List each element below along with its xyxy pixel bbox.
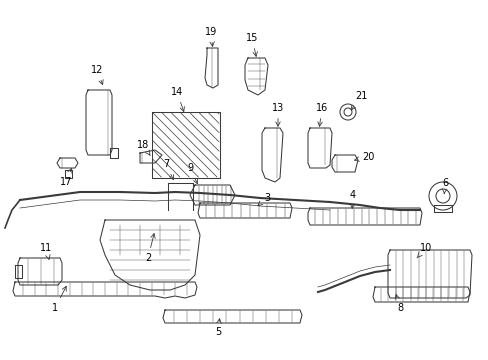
Text: 14: 14 bbox=[170, 87, 184, 112]
Polygon shape bbox=[307, 208, 421, 225]
Text: 5: 5 bbox=[214, 319, 221, 337]
Text: 20: 20 bbox=[354, 152, 373, 162]
Text: 4: 4 bbox=[349, 190, 355, 208]
Text: 12: 12 bbox=[91, 65, 103, 85]
Text: 2: 2 bbox=[144, 234, 155, 263]
Text: 1: 1 bbox=[52, 286, 66, 313]
Polygon shape bbox=[198, 203, 291, 218]
Polygon shape bbox=[100, 220, 200, 290]
Polygon shape bbox=[163, 310, 302, 323]
Text: 15: 15 bbox=[245, 33, 258, 57]
Circle shape bbox=[435, 189, 449, 203]
Polygon shape bbox=[152, 112, 220, 178]
Polygon shape bbox=[244, 58, 267, 95]
Text: 3: 3 bbox=[257, 193, 269, 206]
Polygon shape bbox=[372, 287, 469, 302]
Polygon shape bbox=[65, 170, 72, 178]
Polygon shape bbox=[307, 128, 331, 168]
Polygon shape bbox=[57, 158, 78, 168]
Circle shape bbox=[339, 104, 355, 120]
Text: 7: 7 bbox=[163, 159, 173, 180]
Polygon shape bbox=[13, 282, 197, 298]
Text: 9: 9 bbox=[186, 163, 197, 184]
Polygon shape bbox=[86, 90, 112, 155]
Polygon shape bbox=[433, 205, 451, 212]
Polygon shape bbox=[140, 150, 162, 163]
Polygon shape bbox=[331, 155, 357, 172]
Text: 21: 21 bbox=[350, 91, 366, 110]
Polygon shape bbox=[387, 250, 471, 298]
Polygon shape bbox=[262, 128, 283, 182]
Text: 17: 17 bbox=[60, 168, 72, 187]
Polygon shape bbox=[18, 258, 62, 285]
Circle shape bbox=[343, 108, 351, 116]
Text: 19: 19 bbox=[204, 27, 217, 46]
Polygon shape bbox=[204, 48, 218, 88]
Text: 18: 18 bbox=[137, 140, 150, 155]
Polygon shape bbox=[110, 148, 118, 158]
Text: 6: 6 bbox=[441, 178, 447, 194]
Text: 8: 8 bbox=[394, 294, 402, 313]
Polygon shape bbox=[190, 185, 235, 205]
Text: 11: 11 bbox=[40, 243, 52, 260]
Text: 10: 10 bbox=[416, 243, 431, 258]
Polygon shape bbox=[15, 265, 22, 278]
Text: 16: 16 bbox=[315, 103, 327, 126]
Circle shape bbox=[428, 182, 456, 210]
Text: 13: 13 bbox=[271, 103, 284, 126]
